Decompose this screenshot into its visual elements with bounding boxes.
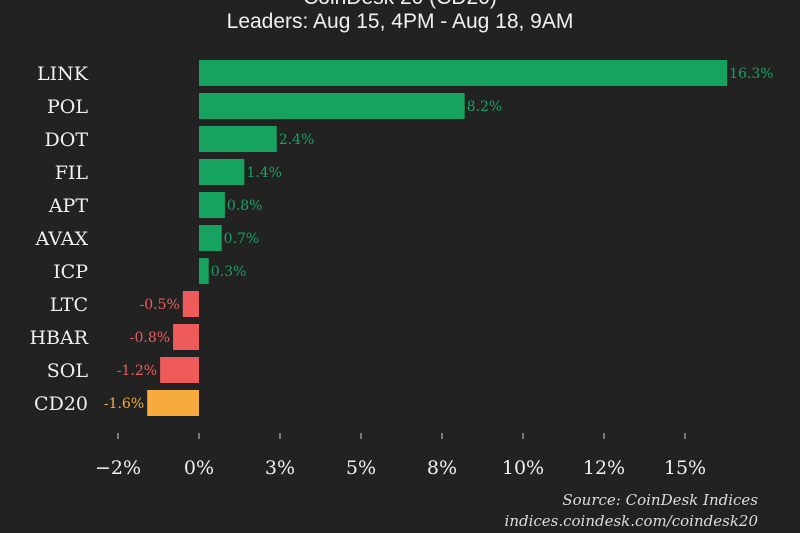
x-tick-label: 10% [502,457,544,479]
data-label: 8.2% [467,99,503,115]
data-label: 1.4% [246,165,282,181]
data-label: 0.3% [211,264,247,280]
bar [199,126,277,152]
x-tick-label: 8% [427,457,457,479]
bar [199,258,209,284]
data-label: 2.4% [279,132,315,148]
data-label: -1.2% [117,363,157,379]
bar [173,324,199,350]
category-label: APT [48,195,89,217]
source-note: Source: CoinDesk Indices [562,491,758,509]
data-label: -0.8% [130,330,170,346]
category-label: ICP [53,261,88,283]
x-tick-label: 0% [184,457,214,479]
category-label: HBAR [29,327,88,349]
data-label: -0.5% [139,297,179,313]
category-label: FIL [55,162,89,184]
bar [199,93,465,119]
data-label: 0.7% [224,231,260,247]
data-label: 16.3% [729,66,773,82]
chart-title: CoinDesk 20 (CD20) [0,0,800,10]
bar [199,192,225,218]
bar [160,357,199,383]
category-label: DOT [45,129,89,151]
bar [199,225,222,251]
category-label: LINK [37,63,89,85]
chart-subtitle: Leaders: Aug 15, 4PM - Aug 18, 9AM [226,10,574,33]
category-label: LTC [50,294,88,316]
bar [199,159,245,185]
bar [147,390,199,416]
x-tick-label: 12% [583,457,625,479]
bar [199,60,728,86]
source-url: indices.coindesk.com/coindesk20 [504,512,758,530]
category-label: SOL [47,360,89,382]
x-tick-label: −2% [95,457,141,479]
x-tick-label: 15% [664,457,706,479]
category-label: AVAX [35,228,89,250]
category-label: POL [47,96,88,118]
data-label: 0.8% [227,198,263,214]
x-tick-label: 3% [265,457,295,479]
x-tick-label: 5% [346,457,376,479]
data-label: -1.6% [104,396,144,412]
bar [182,291,199,317]
category-label: CD20 [34,393,88,415]
